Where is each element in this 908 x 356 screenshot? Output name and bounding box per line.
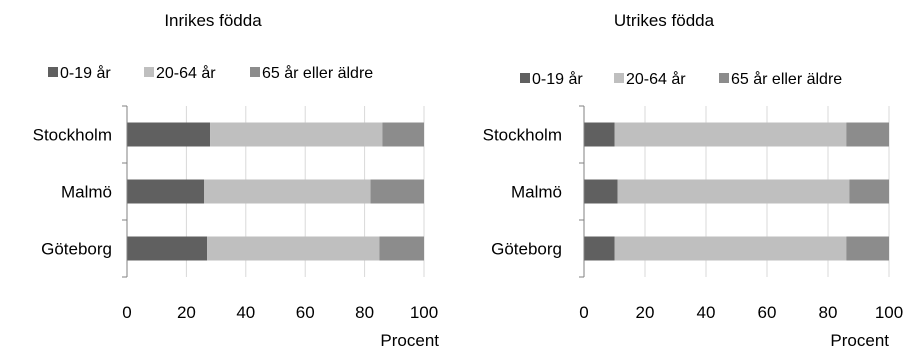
category-label: Göteborg [41, 240, 112, 259]
x-axis-label: Procent [380, 331, 439, 350]
category-label: Malmö [511, 183, 562, 202]
legend-swatch-1 [520, 73, 530, 83]
x-tick-label: 0 [122, 303, 131, 322]
bar-3 [846, 122, 889, 147]
category-label: Stockholm [483, 126, 562, 145]
legend-label-1: 0-19 år [60, 64, 111, 82]
legend-label-2: 20-64 år [156, 64, 216, 82]
bar-2 [207, 236, 380, 261]
bar-1 [584, 122, 615, 147]
bar-1 [584, 179, 618, 204]
x-tick-label: 40 [697, 303, 716, 322]
category-label: Göteborg [491, 240, 562, 259]
x-tick-label: 40 [236, 303, 255, 322]
legend-swatch-2 [614, 73, 624, 83]
category-label: Malmö [61, 183, 112, 202]
legend-label-2: 20-64 år [626, 70, 686, 88]
bar-2 [614, 236, 847, 261]
bar-3 [370, 179, 424, 204]
x-tick-label: 80 [819, 303, 838, 322]
legend-label-1: 0-19 år [532, 70, 583, 88]
bar-2 [617, 179, 850, 204]
chart-title: Utrikes födda [614, 11, 715, 30]
x-tick-label: 20 [177, 303, 196, 322]
legend-swatch-1 [48, 67, 58, 77]
bar-1 [584, 236, 615, 261]
x-tick-label: 60 [758, 303, 777, 322]
bar-1 [127, 236, 208, 261]
bar-3 [379, 236, 424, 261]
bar-1 [127, 179, 205, 204]
legend-label-3: 65 år eller äldre [262, 64, 373, 82]
chart-inrikes: Inrikes födda 0-19 år 20-64 år 65 år eller … [33, 11, 440, 350]
bar-2 [614, 122, 847, 147]
bar-2 [204, 179, 371, 204]
category-label: Stockholm [33, 126, 112, 145]
bar-3 [849, 179, 889, 204]
x-axis-label: Procent [830, 331, 889, 350]
bar-3 [846, 236, 889, 261]
bar-2 [210, 122, 383, 147]
x-tick-label: 100 [410, 303, 438, 322]
x-tick-label: 0 [579, 303, 588, 322]
x-tick-label: 60 [296, 303, 315, 322]
bar-3 [382, 122, 424, 147]
legend-label-3: 65 år eller äldre [731, 70, 842, 88]
bar-1 [127, 122, 211, 147]
legend-swatch-2 [144, 67, 154, 77]
x-tick-label: 100 [875, 303, 903, 322]
x-tick-label: 80 [355, 303, 374, 322]
legend-swatch-3 [719, 73, 729, 83]
chart-title: Inrikes födda [164, 11, 262, 30]
x-tick-label: 20 [636, 303, 655, 322]
chart-utrikes: Utrikes födda 0-19 år 20-64 år 65 år eller … [483, 11, 904, 350]
legend-swatch-3 [250, 67, 260, 77]
